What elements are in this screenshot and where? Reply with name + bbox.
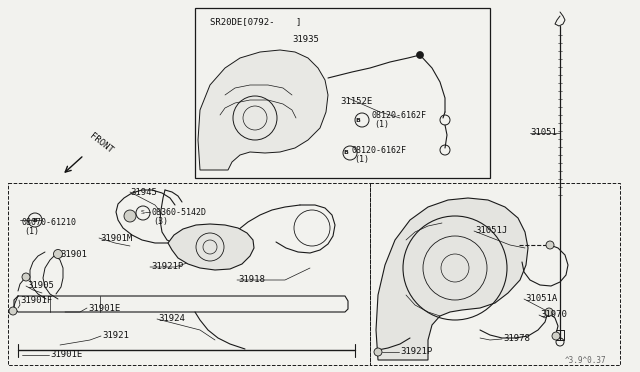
Text: 31051A: 31051A [525, 294, 557, 303]
Text: FRONT: FRONT [88, 131, 115, 155]
Text: (1): (1) [374, 120, 389, 129]
Text: B: B [33, 218, 37, 222]
Polygon shape [168, 224, 254, 270]
Text: 08120-6162F: 08120-6162F [352, 146, 407, 155]
Text: ^3.9^0.37: ^3.9^0.37 [565, 356, 607, 365]
Circle shape [417, 51, 424, 58]
Text: 31051: 31051 [530, 128, 557, 137]
Text: 31901E: 31901E [50, 350, 83, 359]
Circle shape [546, 241, 554, 249]
Polygon shape [198, 50, 328, 170]
Text: 31901M: 31901M [100, 234, 132, 243]
Text: S: S [141, 211, 145, 215]
Text: (1): (1) [24, 227, 39, 236]
Text: 31921P: 31921P [400, 347, 432, 356]
Bar [195, 8, 490, 178]
Circle shape [22, 273, 30, 281]
Text: 08360-5142D: 08360-5142D [151, 208, 206, 217]
Text: 31921P: 31921P [151, 262, 183, 271]
Bar [8, 183, 370, 365]
Circle shape [545, 308, 553, 316]
Circle shape [54, 250, 63, 259]
Text: 31978: 31978 [503, 334, 530, 343]
Circle shape [552, 332, 560, 340]
Text: 31051J: 31051J [475, 226, 508, 235]
Bar [370, 183, 620, 365]
Circle shape [124, 210, 136, 222]
Text: 31921: 31921 [102, 331, 129, 340]
Text: 31901E: 31901E [88, 304, 120, 313]
Text: (1): (1) [354, 155, 369, 164]
Text: 31970: 31970 [540, 310, 567, 319]
Text: B: B [344, 151, 348, 155]
Text: 31935: 31935 [292, 35, 319, 44]
Text: 31945: 31945 [130, 188, 157, 197]
Text: 31901: 31901 [60, 250, 87, 259]
Text: SR20DE[0792-    ]: SR20DE[0792- ] [210, 17, 301, 26]
Text: 31152E: 31152E [340, 97, 372, 106]
Text: 31918: 31918 [238, 275, 265, 284]
Text: B: B [356, 118, 360, 122]
Circle shape [374, 348, 382, 356]
Text: 31924: 31924 [158, 314, 185, 323]
Circle shape [9, 307, 17, 315]
Text: (3): (3) [153, 217, 168, 226]
Text: 31901F: 31901F [20, 296, 52, 305]
Text: 08070-61210: 08070-61210 [22, 218, 77, 227]
Text: 08120-6162F: 08120-6162F [372, 111, 427, 120]
Text: 31905: 31905 [27, 281, 54, 290]
Polygon shape [376, 198, 528, 360]
